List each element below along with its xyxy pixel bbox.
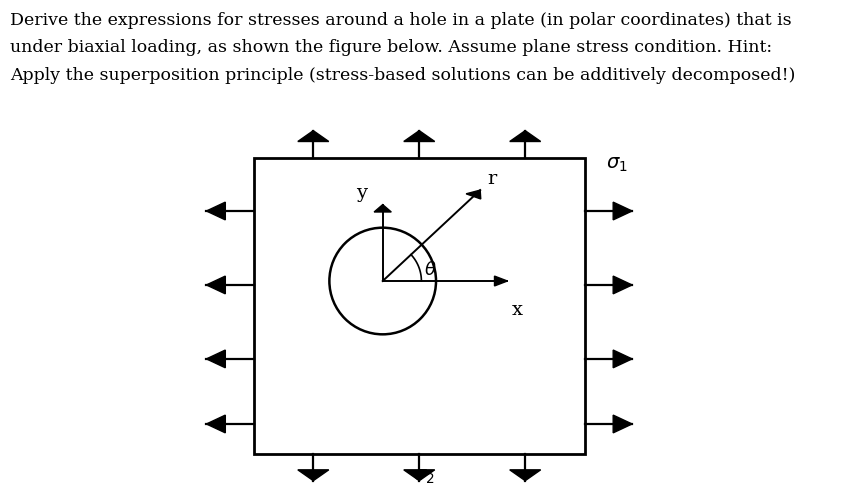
Text: $\sigma_1$: $\sigma_1$ — [606, 156, 628, 175]
Text: $\theta$: $\theta$ — [424, 260, 437, 279]
Polygon shape — [374, 205, 391, 212]
Polygon shape — [206, 350, 225, 368]
Text: x: x — [512, 301, 523, 319]
Text: under biaxial loading, as shown the figure below. Assume plane stress condition.: under biaxial loading, as shown the figu… — [10, 39, 772, 56]
Polygon shape — [404, 470, 434, 481]
Polygon shape — [206, 202, 225, 220]
Polygon shape — [510, 131, 541, 141]
Polygon shape — [298, 131, 329, 141]
Text: Derive the expressions for stresses around a hole in a plate (in polar coordinat: Derive the expressions for stresses arou… — [10, 12, 792, 29]
Polygon shape — [206, 276, 225, 294]
Polygon shape — [206, 415, 225, 433]
Polygon shape — [510, 470, 541, 481]
Text: $\sigma_2$: $\sigma_2$ — [413, 467, 435, 486]
Polygon shape — [298, 470, 329, 481]
Polygon shape — [613, 202, 632, 220]
Text: y: y — [356, 184, 367, 202]
Text: Apply the superposition principle (stress-based solutions can be additively deco: Apply the superposition principle (stres… — [10, 67, 796, 83]
Polygon shape — [613, 415, 632, 433]
Polygon shape — [613, 276, 632, 294]
Ellipse shape — [329, 228, 436, 334]
Polygon shape — [404, 131, 434, 141]
Polygon shape — [613, 350, 632, 368]
Polygon shape — [494, 276, 507, 286]
Bar — [254, 158, 585, 454]
Text: r: r — [487, 170, 496, 188]
Polygon shape — [466, 190, 481, 199]
